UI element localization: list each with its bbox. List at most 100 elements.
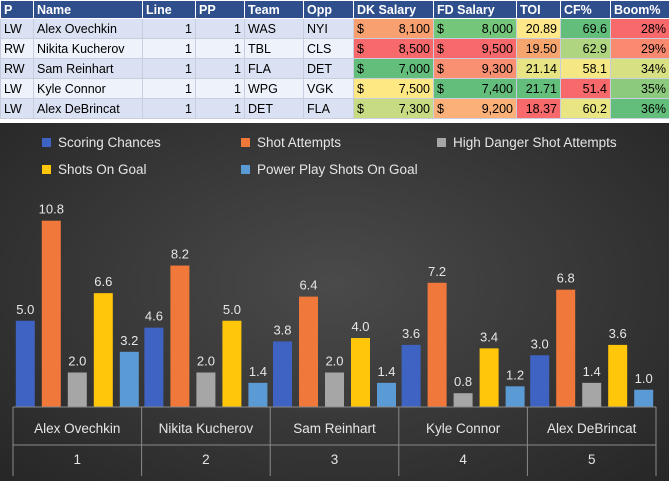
table-row: RW Sam Reinhart 1 1 FLA DET $7,000 $9,300 21.14 5…	[0, 58, 669, 79]
column-header[interactable]: Boom%	[610, 0, 669, 19]
currency-symbol: $	[437, 61, 444, 76]
cf-percent-cell: 62.9	[560, 38, 611, 59]
salary-value: 9,500	[481, 41, 513, 56]
pp-cell: 1	[195, 58, 245, 79]
boom-percent-cell: 29%	[610, 38, 669, 59]
currency-symbol: $	[357, 81, 364, 96]
data-label: 5.0	[16, 302, 34, 317]
opponent-cell: NYI	[303, 18, 354, 39]
column-header[interactable]: TOI	[516, 0, 561, 19]
salary-value: 8,500	[398, 41, 430, 56]
data-label: 4.6	[145, 309, 163, 324]
data-label: 1.4	[377, 364, 395, 379]
data-label: 6.8	[557, 271, 575, 286]
legend-swatch	[241, 165, 250, 174]
player-name-cell: Sam Reinhart	[33, 58, 143, 79]
currency-symbol: $	[357, 21, 364, 36]
data-label: 1.4	[249, 364, 267, 379]
team-cell: FLA	[244, 58, 304, 79]
column-header[interactable]: Name	[33, 0, 143, 19]
data-label: 1.2	[506, 367, 524, 382]
boom-percent-cell: 36%	[610, 98, 669, 119]
fd-salary-cell: $9,200	[433, 98, 517, 119]
x-tick-label: Kyle Connor	[426, 421, 501, 436]
data-label: 10.8	[39, 202, 64, 217]
column-header[interactable]: CF%	[560, 0, 611, 19]
data-label: 6.4	[299, 278, 317, 293]
legend-swatch	[42, 165, 51, 174]
position-cell: RW	[0, 58, 34, 79]
team-cell: TBL	[244, 38, 304, 59]
opponent-cell: CLS	[303, 38, 354, 59]
bar	[119, 351, 139, 407]
salary-value: 7,000	[398, 61, 430, 76]
table-header-row: P Name Line PP Team Opp DK Salary FD Salary TOI C…	[0, 0, 669, 19]
legend-label: Power Play Shots On Goal	[257, 162, 418, 177]
pp-cell: 1	[195, 98, 245, 119]
dk-salary-cell: $8,500	[353, 38, 434, 59]
bar	[170, 265, 190, 407]
bar	[377, 382, 396, 407]
fd-salary-cell: $8,000	[433, 18, 517, 39]
salary-value: 7,500	[398, 81, 430, 96]
bar	[351, 338, 370, 407]
dk-salary-cell: $7,300	[353, 98, 434, 119]
data-label: 0.8	[454, 374, 472, 389]
bar	[325, 372, 344, 407]
column-header[interactable]: P	[0, 0, 34, 19]
player-table: P Name Line PP Team Opp DK Salary FD Salary TOI C…	[0, 0, 669, 119]
bar	[453, 393, 473, 407]
data-label: 2.0	[68, 354, 86, 369]
bar	[273, 341, 292, 407]
column-header[interactable]: Team	[244, 0, 304, 19]
bar	[41, 220, 61, 407]
boom-percent-cell: 34%	[610, 58, 669, 79]
cf-percent-cell: 69.6	[560, 18, 611, 39]
opponent-cell: VGK	[303, 78, 354, 99]
bar	[582, 382, 602, 407]
x-tick-index: 5	[588, 452, 596, 467]
bar	[196, 372, 216, 407]
column-header[interactable]: Opp	[303, 0, 354, 19]
x-tick-index: 2	[202, 452, 210, 467]
dk-salary-cell: $7,500	[353, 78, 434, 99]
toi-cell: 21.14	[516, 58, 561, 79]
salary-value: 7,400	[481, 81, 513, 96]
currency-symbol: $	[437, 81, 444, 96]
bar	[556, 289, 576, 407]
x-tick-label: Sam Reinhart	[293, 421, 376, 436]
opponent-cell: DET	[303, 58, 354, 79]
data-label: 8.2	[171, 247, 189, 262]
x-tick-index: 1	[74, 452, 82, 467]
dk-salary-cell: $7,000	[353, 58, 434, 79]
legend-swatch	[42, 138, 51, 147]
bar	[505, 386, 525, 407]
line-cell: 1	[142, 58, 196, 79]
cf-percent-cell: 51.4	[560, 78, 611, 99]
bar	[15, 320, 35, 407]
cf-percent-cell: 58.1	[560, 58, 611, 79]
position-cell: LW	[0, 98, 34, 119]
pp-cell: 1	[195, 78, 245, 99]
data-label: 3.0	[531, 336, 549, 351]
line-cell: 1	[142, 78, 196, 99]
boom-percent-cell: 28%	[610, 18, 669, 39]
bar	[222, 320, 242, 407]
data-label: 2.0	[197, 354, 215, 369]
table-row: LW Kyle Connor 1 1 WPG VGK $7,500 $7,400 21.71 51…	[0, 78, 669, 99]
table-row: RW Nikita Kucherov 1 1 TBL CLS $8,500 $9,500 19.…	[0, 38, 669, 59]
currency-symbol: $	[357, 101, 364, 116]
toi-cell: 19.50	[516, 38, 561, 59]
data-label: 3.8	[273, 322, 291, 337]
currency-symbol: $	[437, 41, 444, 56]
bar	[67, 372, 87, 407]
data-label: 3.6	[609, 326, 627, 341]
salary-value: 9,200	[481, 101, 513, 116]
bar	[144, 327, 164, 407]
currency-symbol: $	[357, 61, 364, 76]
boom-percent-cell: 35%	[610, 78, 669, 99]
column-header[interactable]: FD Salary	[433, 0, 517, 19]
bar	[401, 344, 421, 407]
line-cell: 1	[142, 98, 196, 119]
position-cell: LW	[0, 18, 34, 39]
